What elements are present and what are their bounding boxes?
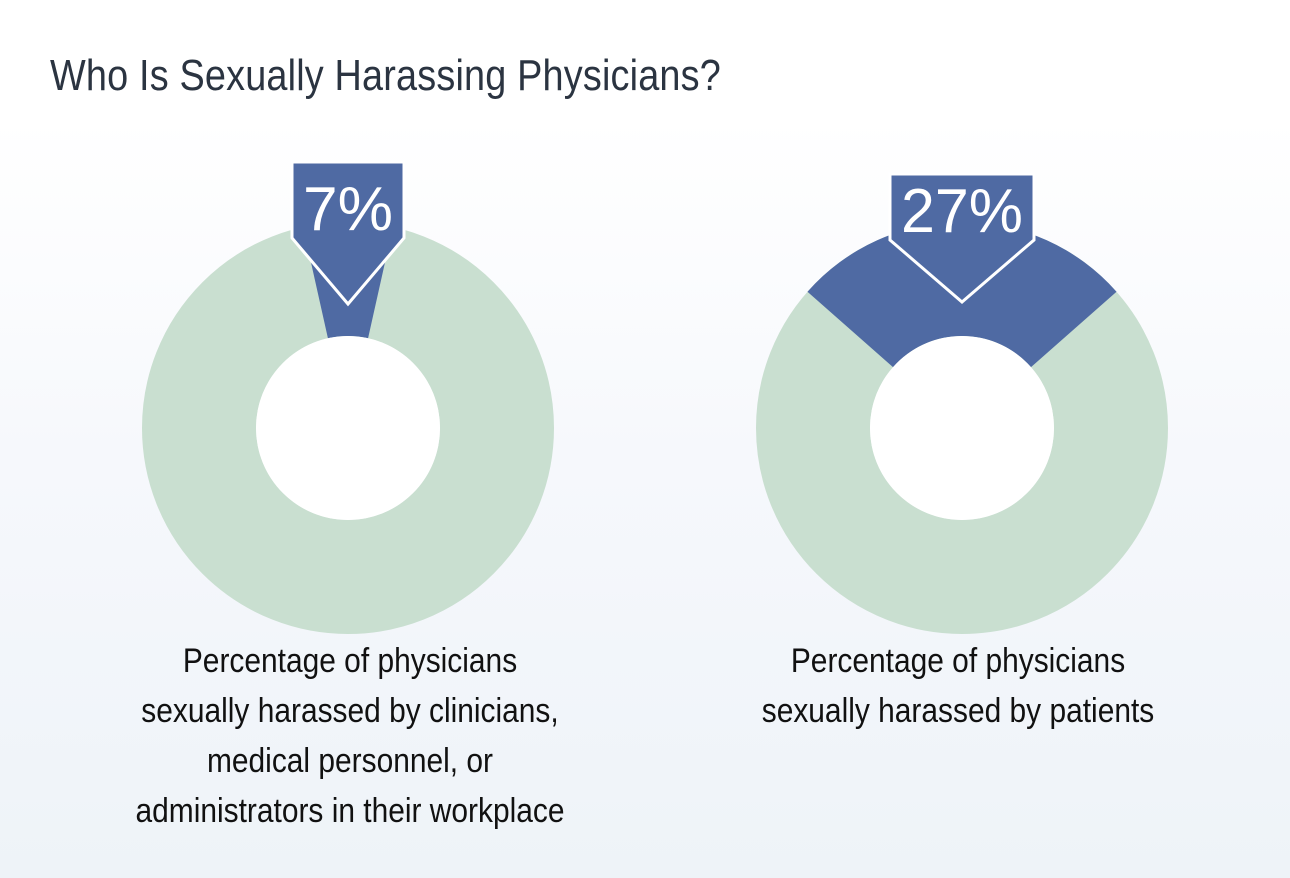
- value-label: 27%: [901, 177, 1023, 246]
- caption-line: sexually harassed by patients: [761, 692, 1155, 730]
- value-banner: [888, 172, 1036, 304]
- caption-patients: Percentage of physicians sexually harass…: [685, 636, 1231, 736]
- caption-line: administrators in their workplace: [135, 792, 565, 830]
- caption-line: medical personnel, or: [206, 742, 494, 780]
- caption-line: Percentage of physicians: [790, 642, 1126, 680]
- donut-hole: [256, 336, 440, 520]
- donut-hole: [870, 336, 1054, 520]
- caption-clinicians: Percentage of physicians sexually harass…: [77, 636, 623, 836]
- donut-chart-patients: 27%: [756, 172, 1168, 634]
- caption-line: Percentage of physicians: [182, 642, 518, 680]
- value-banner: [290, 160, 406, 307]
- caption-line: sexually harassed by clinicians,: [141, 692, 559, 730]
- page-title: Who Is Sexually Harassing Physicians?: [50, 51, 721, 100]
- donut-chart-clinicians: 7%: [142, 160, 554, 634]
- value-label: 7%: [303, 175, 393, 244]
